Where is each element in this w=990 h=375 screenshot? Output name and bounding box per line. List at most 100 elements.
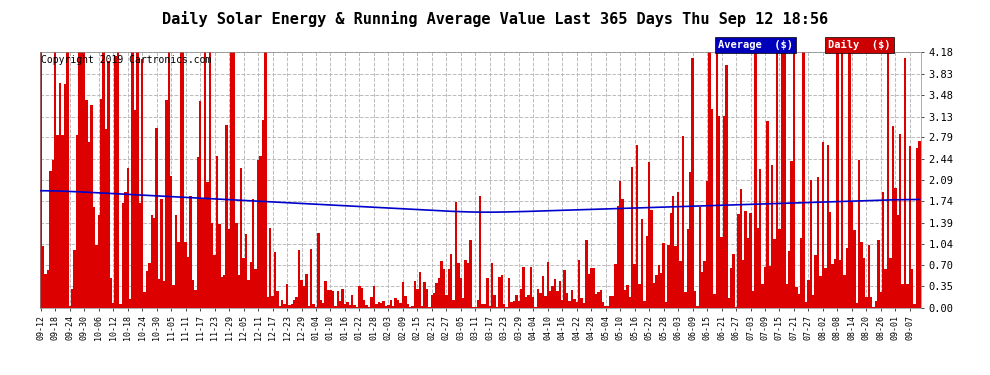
Bar xyxy=(344,304,346,307)
Bar xyxy=(377,302,380,307)
Bar xyxy=(889,258,892,308)
Bar xyxy=(674,246,677,308)
Bar xyxy=(436,283,438,308)
Bar xyxy=(148,263,150,308)
Bar xyxy=(665,302,667,307)
Bar xyxy=(805,302,807,307)
Bar xyxy=(441,261,443,308)
Bar xyxy=(327,290,330,308)
Bar xyxy=(839,260,842,308)
Bar xyxy=(812,295,815,307)
Bar xyxy=(189,196,192,308)
Bar xyxy=(115,56,117,308)
Bar xyxy=(167,53,170,308)
Bar xyxy=(588,274,590,308)
Bar xyxy=(551,286,553,308)
Bar xyxy=(252,199,254,308)
Bar xyxy=(447,269,450,308)
Bar xyxy=(723,116,725,308)
Bar xyxy=(766,121,768,308)
Bar xyxy=(132,53,134,308)
Bar xyxy=(506,307,508,308)
Bar xyxy=(351,294,353,307)
Bar xyxy=(701,272,704,308)
Bar xyxy=(266,297,269,307)
Bar xyxy=(68,306,71,308)
Bar xyxy=(544,296,546,307)
Bar xyxy=(528,295,530,307)
Bar xyxy=(122,203,124,308)
Bar xyxy=(380,303,382,307)
Bar xyxy=(399,303,402,307)
Bar xyxy=(880,292,882,308)
Text: Average  ($): Average ($) xyxy=(718,40,793,50)
Bar xyxy=(803,53,805,308)
Bar xyxy=(431,294,433,307)
Bar xyxy=(652,284,655,308)
Bar xyxy=(462,298,464,307)
Bar xyxy=(634,264,636,308)
Bar xyxy=(308,306,310,308)
Bar xyxy=(144,292,146,308)
Bar xyxy=(860,242,862,308)
Bar xyxy=(810,180,812,308)
Bar xyxy=(236,223,238,308)
Bar xyxy=(363,300,365,307)
Bar xyxy=(493,295,496,307)
Bar xyxy=(602,302,605,307)
Bar xyxy=(100,99,102,308)
Bar xyxy=(394,298,397,307)
Bar xyxy=(360,288,363,308)
Bar xyxy=(899,134,901,308)
Bar xyxy=(525,297,528,307)
Bar xyxy=(558,280,561,308)
Bar xyxy=(295,297,298,307)
Bar xyxy=(677,192,679,308)
Bar xyxy=(771,165,773,308)
Bar xyxy=(867,244,870,308)
Bar xyxy=(80,53,83,308)
Bar xyxy=(330,290,332,308)
Bar xyxy=(834,260,837,308)
Bar xyxy=(546,261,548,308)
Bar xyxy=(597,292,600,308)
Bar xyxy=(88,142,90,308)
Bar xyxy=(667,245,669,308)
Bar xyxy=(749,213,751,308)
Bar xyxy=(817,177,820,308)
Bar xyxy=(595,294,597,307)
Bar xyxy=(187,257,189,307)
Bar xyxy=(897,215,899,308)
Bar xyxy=(914,304,916,307)
Bar xyxy=(397,300,399,307)
Bar xyxy=(627,285,629,308)
Bar xyxy=(845,248,848,308)
Bar xyxy=(233,53,236,308)
Bar xyxy=(644,301,645,307)
Bar xyxy=(862,258,865,308)
Bar xyxy=(725,64,728,308)
Bar xyxy=(894,188,897,308)
Bar xyxy=(446,295,447,307)
Bar xyxy=(155,128,157,308)
Bar xyxy=(682,136,684,308)
Bar xyxy=(573,298,575,307)
Bar xyxy=(592,268,595,308)
Bar xyxy=(887,53,889,308)
Bar xyxy=(288,305,291,308)
Bar xyxy=(56,135,59,308)
Bar xyxy=(322,303,325,307)
Bar xyxy=(365,305,368,308)
Bar xyxy=(216,156,218,308)
Bar xyxy=(641,219,644,308)
Bar xyxy=(882,192,884,308)
Bar xyxy=(457,264,459,308)
Bar xyxy=(870,297,872,307)
Bar xyxy=(199,101,201,308)
Bar xyxy=(629,297,631,307)
Bar xyxy=(372,286,375,308)
Bar xyxy=(370,297,372,307)
Bar xyxy=(510,302,513,307)
Bar xyxy=(738,214,740,308)
Bar xyxy=(824,268,827,308)
